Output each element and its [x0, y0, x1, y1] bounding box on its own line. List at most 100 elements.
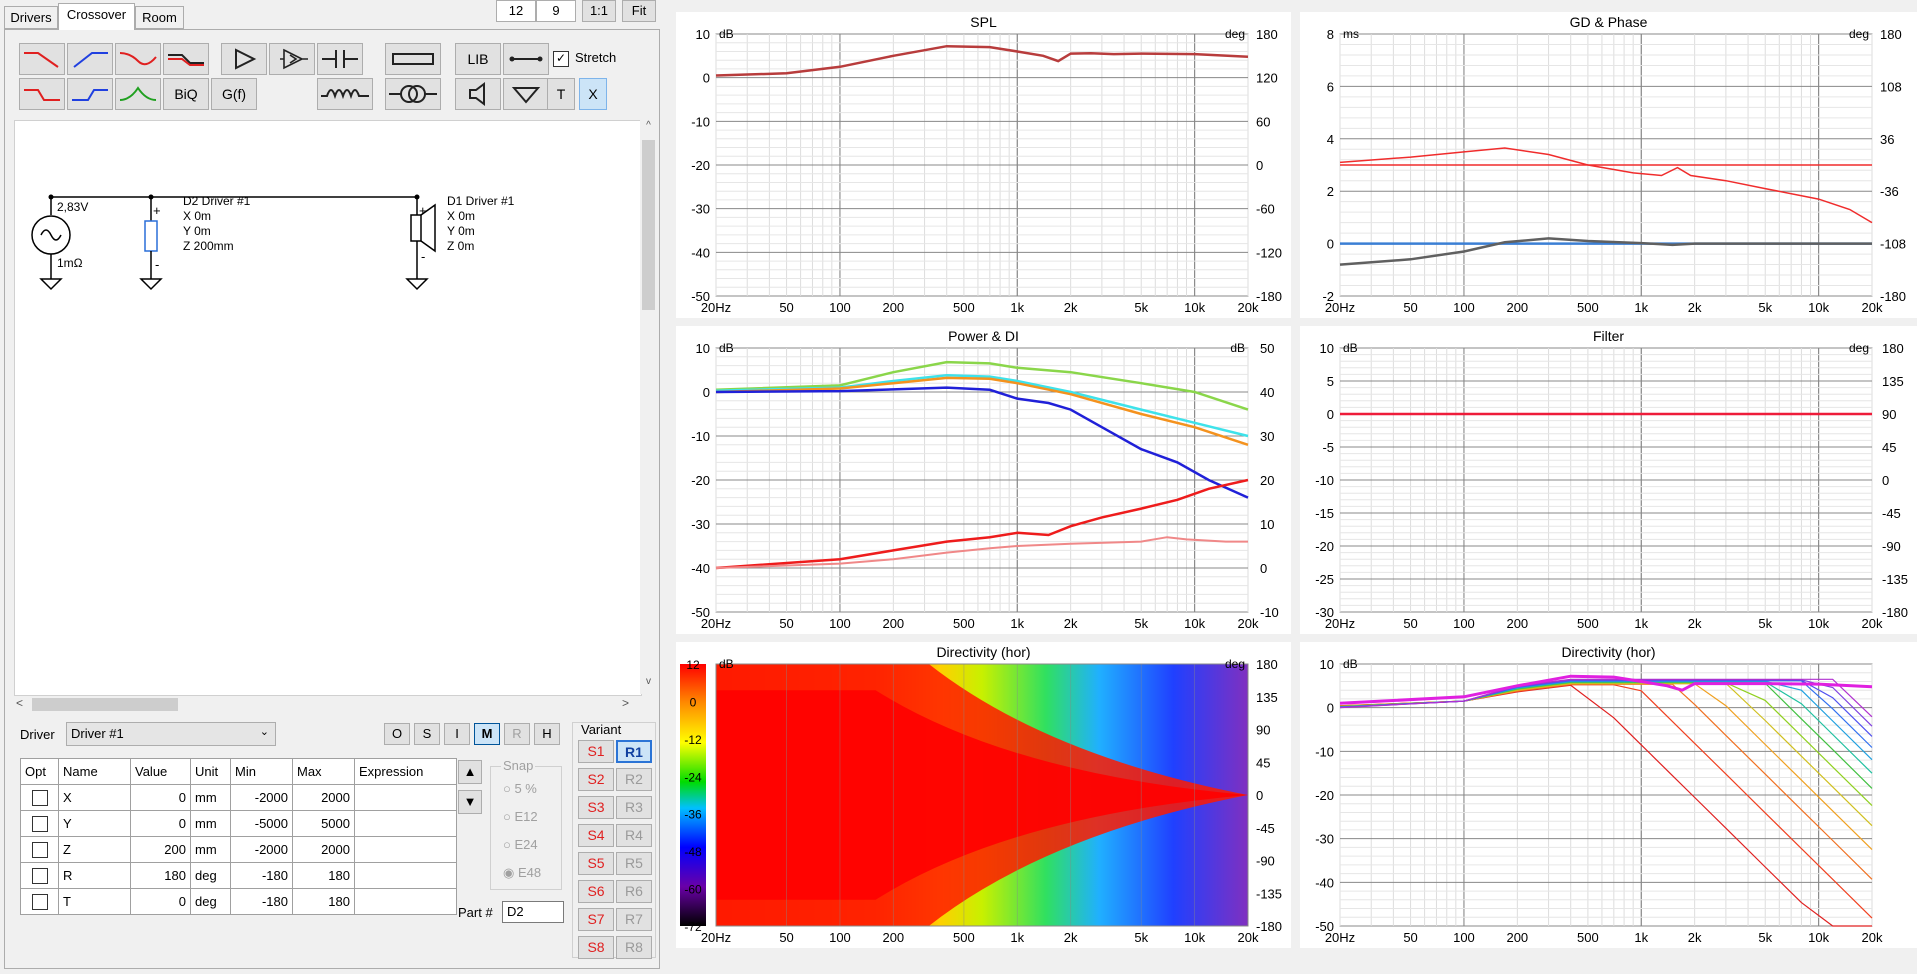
variant-s-button[interactable]: S7: [578, 908, 614, 931]
amplifier-button[interactable]: [221, 43, 267, 75]
opt-checkbox[interactable]: [20, 862, 59, 889]
param-min[interactable]: -180: [230, 888, 293, 915]
variant-r-button[interactable]: R6: [616, 880, 652, 903]
schematic-horizontal-scrollbar[interactable]: < >: [14, 696, 640, 713]
param-max[interactable]: 2000: [292, 784, 355, 811]
directivity-lines-graph[interactable]: Directivity (hor) 20Hz 50 100 200 500 1k 2k 5k 1…: [1300, 642, 1917, 948]
schematic-canvas[interactable]: 2,83V 1mΩ + - D2 Driver #1 X 0m Y 0m Z 2…: [14, 120, 642, 696]
variant-s-button[interactable]: S8: [578, 936, 614, 959]
param-min[interactable]: -2000: [230, 784, 293, 811]
tab-crossover[interactable]: Crossover: [58, 3, 135, 30]
snap-option-e12[interactable]: ○ E12: [503, 809, 538, 824]
capacitor-button[interactable]: [317, 43, 363, 75]
part-input[interactable]: D2: [502, 901, 564, 923]
variant-r-button[interactable]: R7: [616, 908, 652, 931]
variant-s-button[interactable]: S1: [578, 740, 614, 763]
directivity-map-graph[interactable]: Directivity (hor) 12 0 -12 -24 -36 -48 -60 -72 2…: [676, 642, 1291, 948]
horizontal-scroll-thumb[interactable]: [32, 698, 178, 711]
move-up-icon[interactable]: ▲: [458, 760, 482, 784]
param-max[interactable]: 2000: [292, 836, 355, 863]
gd-phase-graph[interactable]: GD & Phase 20Hz 50 100 200 500 1k 2k 5k 10k 20k 8 6…: [1300, 12, 1917, 318]
tab-room[interactable]: Room: [135, 6, 184, 29]
freq-tick-label: 5k: [1134, 616, 1148, 631]
variant-r-button[interactable]: R4: [616, 824, 652, 847]
variant-s-button[interactable]: S5: [578, 852, 614, 875]
snap-option-e48[interactable]: ◉ E48: [503, 865, 542, 880]
opt-checkbox[interactable]: [20, 888, 59, 915]
param-value[interactable]: 0: [130, 810, 191, 837]
lowpass-button[interactable]: [19, 43, 65, 75]
snap-option-e24[interactable]: ○ E24: [503, 837, 538, 852]
grid-x-box[interactable]: 12: [496, 0, 536, 22]
param-expression[interactable]: [354, 784, 457, 811]
view-s-button[interactable]: S: [414, 723, 440, 745]
param-value[interactable]: 0: [130, 784, 191, 811]
opt-checkbox[interactable]: [20, 810, 59, 837]
variant-r-button[interactable]: R1: [616, 740, 652, 763]
variant-s-button[interactable]: S6: [578, 880, 614, 903]
scroll-left-icon[interactable]: <: [16, 696, 24, 710]
snap-option-5[interactable]: ○ 5 %: [503, 781, 537, 796]
stretch-checkbox[interactable]: ✓: [553, 50, 569, 67]
param-min[interactable]: -5000: [230, 810, 293, 837]
variant-r-button[interactable]: R2: [616, 768, 652, 791]
bandpass-button[interactable]: [115, 78, 161, 110]
param-expression[interactable]: [354, 836, 457, 863]
variant-r-button[interactable]: R3: [616, 796, 652, 819]
variant-s-button[interactable]: S2: [578, 768, 614, 791]
ground-button[interactable]: [503, 78, 549, 110]
variant-r-button[interactable]: R5: [616, 852, 652, 875]
schematic-vertical-scrollbar[interactable]: ^ v: [640, 120, 657, 694]
view-r-button[interactable]: R: [504, 723, 530, 745]
view-m-button[interactable]: M: [474, 723, 500, 745]
zoom-1to1-button[interactable]: 1:1: [582, 0, 616, 22]
speaker-button[interactable]: [455, 78, 501, 110]
param-value[interactable]: 200: [130, 836, 191, 863]
power-di-graph[interactable]: Power & DI 20Hz 50 100 200 500 1k 2k 5k 10k 20k 10…: [676, 326, 1291, 634]
param-max[interactable]: 180: [292, 888, 355, 915]
param-min[interactable]: -180: [230, 862, 293, 889]
opt-checkbox[interactable]: [20, 784, 59, 811]
param-min[interactable]: -2000: [230, 836, 293, 863]
driver-select[interactable]: Driver #1 ⌄: [66, 722, 276, 746]
inductor-button[interactable]: [317, 78, 373, 110]
delete-button[interactable]: X: [579, 78, 607, 110]
wire-button[interactable]: [503, 43, 549, 75]
filter-graph[interactable]: Filter 20Hz 50 100 200 500 1k 2k 5k 10k 20k 10 5 0 -5…: [1300, 326, 1917, 634]
param-max[interactable]: 5000: [292, 810, 355, 837]
bandpass-curve-button[interactable]: [115, 43, 161, 75]
text-button[interactable]: T: [547, 78, 575, 110]
spl-graph[interactable]: SPL 20Hz 50 100 200 500 1k 2k 5k 10k 20k 10 0 -10 -20…: [676, 12, 1291, 318]
opamp-button[interactable]: [269, 43, 315, 75]
shelf-button[interactable]: [163, 43, 209, 75]
param-expression[interactable]: [354, 810, 457, 837]
param-expression[interactable]: [354, 888, 457, 915]
transfer-function-button[interactable]: G(f): [211, 78, 257, 110]
variant-s-button[interactable]: S3: [578, 796, 614, 819]
view-h-button[interactable]: H: [534, 723, 560, 745]
view-o-button[interactable]: O: [384, 723, 410, 745]
lowpass2-button[interactable]: [19, 78, 65, 110]
view-i-button[interactable]: I: [444, 723, 470, 745]
param-max[interactable]: 180: [292, 862, 355, 889]
transformer-button[interactable]: [385, 78, 441, 110]
zoom-fit-button[interactable]: Fit: [622, 0, 656, 22]
grid-y-box[interactable]: 9: [536, 0, 576, 22]
move-down-icon[interactable]: ▼: [458, 790, 482, 814]
resistor-button[interactable]: [385, 43, 441, 75]
param-value[interactable]: 180: [130, 862, 191, 889]
scroll-up-icon[interactable]: ^: [646, 120, 651, 131]
scroll-down-icon[interactable]: v: [646, 676, 651, 687]
variant-s-button[interactable]: S4: [578, 824, 614, 847]
highpass-button[interactable]: [67, 43, 113, 75]
variant-r-button[interactable]: R8: [616, 936, 652, 959]
opt-checkbox[interactable]: [20, 836, 59, 863]
param-expression[interactable]: [354, 862, 457, 889]
library-button[interactable]: LIB: [455, 43, 501, 75]
highpass2-button[interactable]: [67, 78, 113, 110]
biquad-button[interactable]: BiQ: [163, 78, 209, 110]
tab-drivers[interactable]: Drivers: [4, 6, 58, 29]
vertical-scroll-thumb[interactable]: [642, 140, 655, 310]
param-value[interactable]: 0: [130, 888, 191, 915]
scroll-right-icon[interactable]: >: [622, 696, 630, 710]
